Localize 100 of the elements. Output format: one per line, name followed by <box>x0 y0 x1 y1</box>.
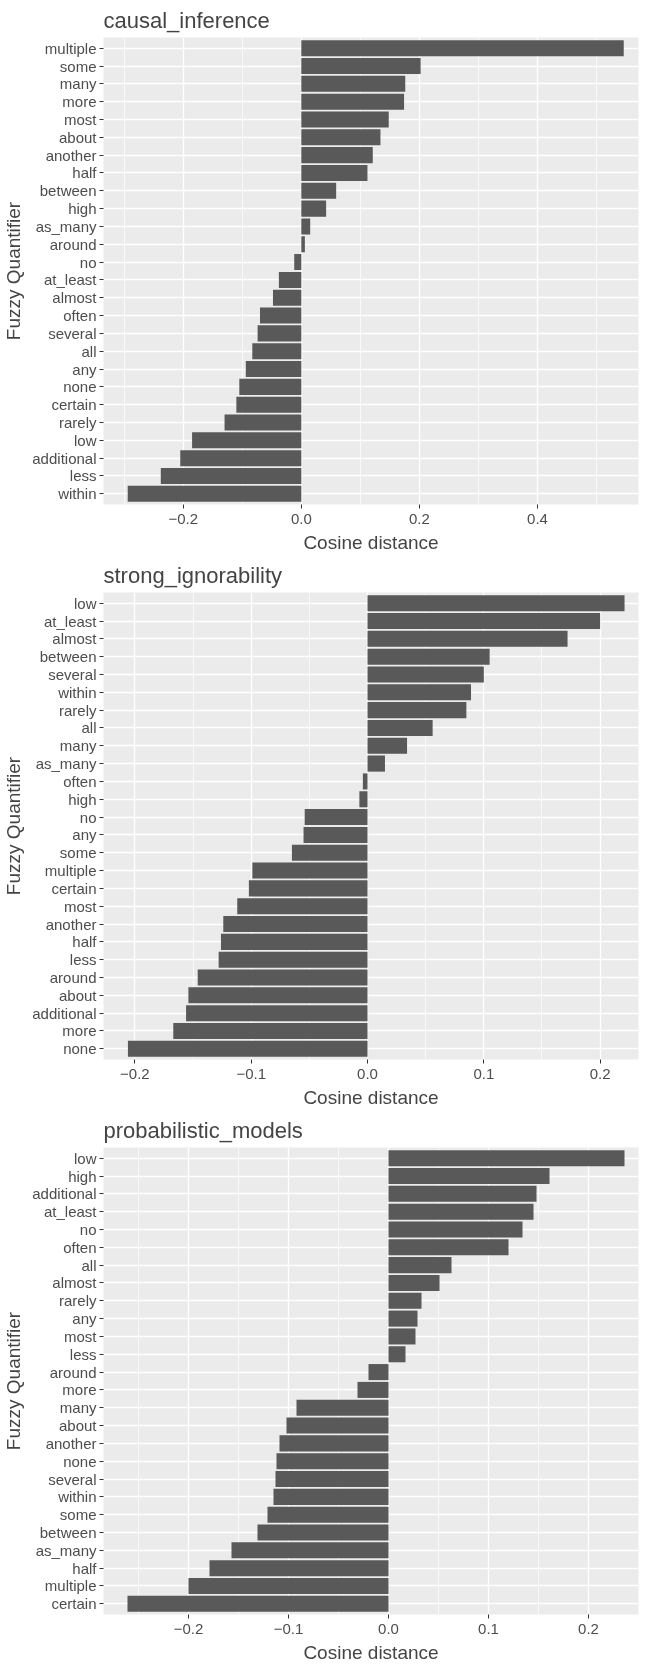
y-tick-label: several <box>48 1470 97 1488</box>
bar <box>272 289 302 306</box>
y-tick-label: additional <box>32 449 97 467</box>
y-tick-label: as_many <box>35 1541 97 1559</box>
bar <box>367 719 433 736</box>
x-tick-label: 0.0 <box>357 1064 378 1082</box>
bar <box>301 164 368 181</box>
bar <box>301 182 337 199</box>
bar <box>188 1577 389 1594</box>
bar <box>301 236 305 253</box>
y-tick-label: no <box>79 808 97 826</box>
chart-title: causal_inference <box>103 7 270 33</box>
bar <box>252 343 302 360</box>
bar <box>239 378 302 395</box>
bar <box>173 1022 368 1039</box>
y-tick-label: any <box>72 360 97 378</box>
y-tick-label: certain <box>51 396 97 414</box>
y-tick-label: another <box>45 1434 97 1452</box>
y-tick-label: most <box>64 110 98 128</box>
y-axis-title: Fuzzy Quantifier <box>3 1311 25 1451</box>
bar <box>367 702 467 719</box>
y-tick-label: almost <box>52 1274 98 1292</box>
y-tick-label: multiple <box>44 862 97 880</box>
x-axis-title: Cosine distance <box>303 531 439 553</box>
bar <box>245 361 302 378</box>
y-tick-label: less <box>69 951 97 969</box>
bar <box>180 450 302 467</box>
bar <box>301 147 373 164</box>
y-tick-label: half <box>72 164 98 182</box>
chart-title: strong_ignorability <box>103 562 283 588</box>
y-tick-label: at_least <box>43 612 98 630</box>
y-tick-label: within <box>57 1488 97 1506</box>
y-tick-label: another <box>45 915 97 933</box>
x-axis-title: Cosine distance <box>303 1641 439 1663</box>
bar <box>209 1560 389 1577</box>
y-tick-label: another <box>45 146 97 164</box>
y-tick-label: no <box>79 253 97 271</box>
bar <box>388 1292 422 1309</box>
y-tick-label: additional <box>32 1004 97 1022</box>
bar <box>127 1040 368 1057</box>
x-tick-label: −0.1 <box>273 1619 304 1637</box>
y-tick-label: less <box>69 1345 97 1363</box>
bar <box>291 844 368 861</box>
x-tick-label: 0.2 <box>589 1064 611 1082</box>
y-tick-label: within <box>57 683 97 701</box>
x-tick-label: 0.1 <box>478 1619 499 1637</box>
y-tick-label: none <box>63 1452 97 1470</box>
bar <box>357 1381 389 1398</box>
bar <box>276 1453 389 1470</box>
bar <box>301 58 421 75</box>
y-tick-label: about <box>58 986 98 1004</box>
y-tick-label: multiple <box>44 1577 97 1595</box>
bar <box>367 613 601 630</box>
y-tick-label: any <box>72 826 97 844</box>
y-tick-label: many <box>59 737 97 755</box>
y-tick-label: low <box>73 1149 97 1167</box>
x-tick-label: 0.2 <box>578 1619 599 1637</box>
y-tick-label: certain <box>51 1595 97 1613</box>
x-tick-label: −0.2 <box>168 509 199 527</box>
y-tick-label: between <box>39 182 97 200</box>
y-tick-label: high <box>68 790 97 808</box>
y-tick-label: some <box>59 57 97 75</box>
y-tick-label: between <box>39 1524 97 1542</box>
y-tick-label: no <box>79 1220 97 1238</box>
y-tick-label: around <box>49 235 97 253</box>
y-tick-label: rarely <box>58 701 97 719</box>
x-tick-label: −0.1 <box>236 1064 267 1082</box>
y-tick-label: about <box>58 128 98 146</box>
x-tick-label: −0.2 <box>173 1619 204 1637</box>
bar <box>388 1257 452 1274</box>
y-axis-title: Fuzzy Quantifier <box>3 756 25 896</box>
y-tick-label: often <box>63 1238 97 1256</box>
y-tick-label: around <box>49 1363 97 1381</box>
y-tick-label: almost <box>52 630 98 648</box>
y-tick-label: high <box>68 1167 97 1185</box>
bar <box>294 254 302 271</box>
y-tick-label: rarely <box>58 414 97 432</box>
y-tick-label: high <box>68 200 97 218</box>
bar <box>186 1005 368 1022</box>
y-tick-label: all <box>81 342 97 360</box>
y-tick-label: all <box>81 719 97 737</box>
bar <box>388 1274 440 1291</box>
bar <box>301 75 406 92</box>
bar <box>127 485 302 502</box>
y-tick-label: none <box>63 378 97 396</box>
y-tick-label: within <box>57 485 97 503</box>
bar <box>367 755 385 772</box>
y-tick-label: additional <box>32 1185 97 1203</box>
y-tick-label: half <box>72 933 98 951</box>
y-tick-label: low <box>73 431 97 449</box>
y-axis-title: Fuzzy Quantifier <box>3 201 25 341</box>
y-tick-label: several <box>48 665 97 683</box>
y-tick-label: almost <box>52 289 98 307</box>
bar <box>388 1168 550 1185</box>
y-tick-label: some <box>59 1506 97 1524</box>
chart-title: probabilistic_models <box>103 1117 303 1143</box>
y-tick-label: less <box>69 467 97 485</box>
bar <box>303 826 368 843</box>
y-tick-label: half <box>72 1559 98 1577</box>
bar <box>301 40 624 57</box>
